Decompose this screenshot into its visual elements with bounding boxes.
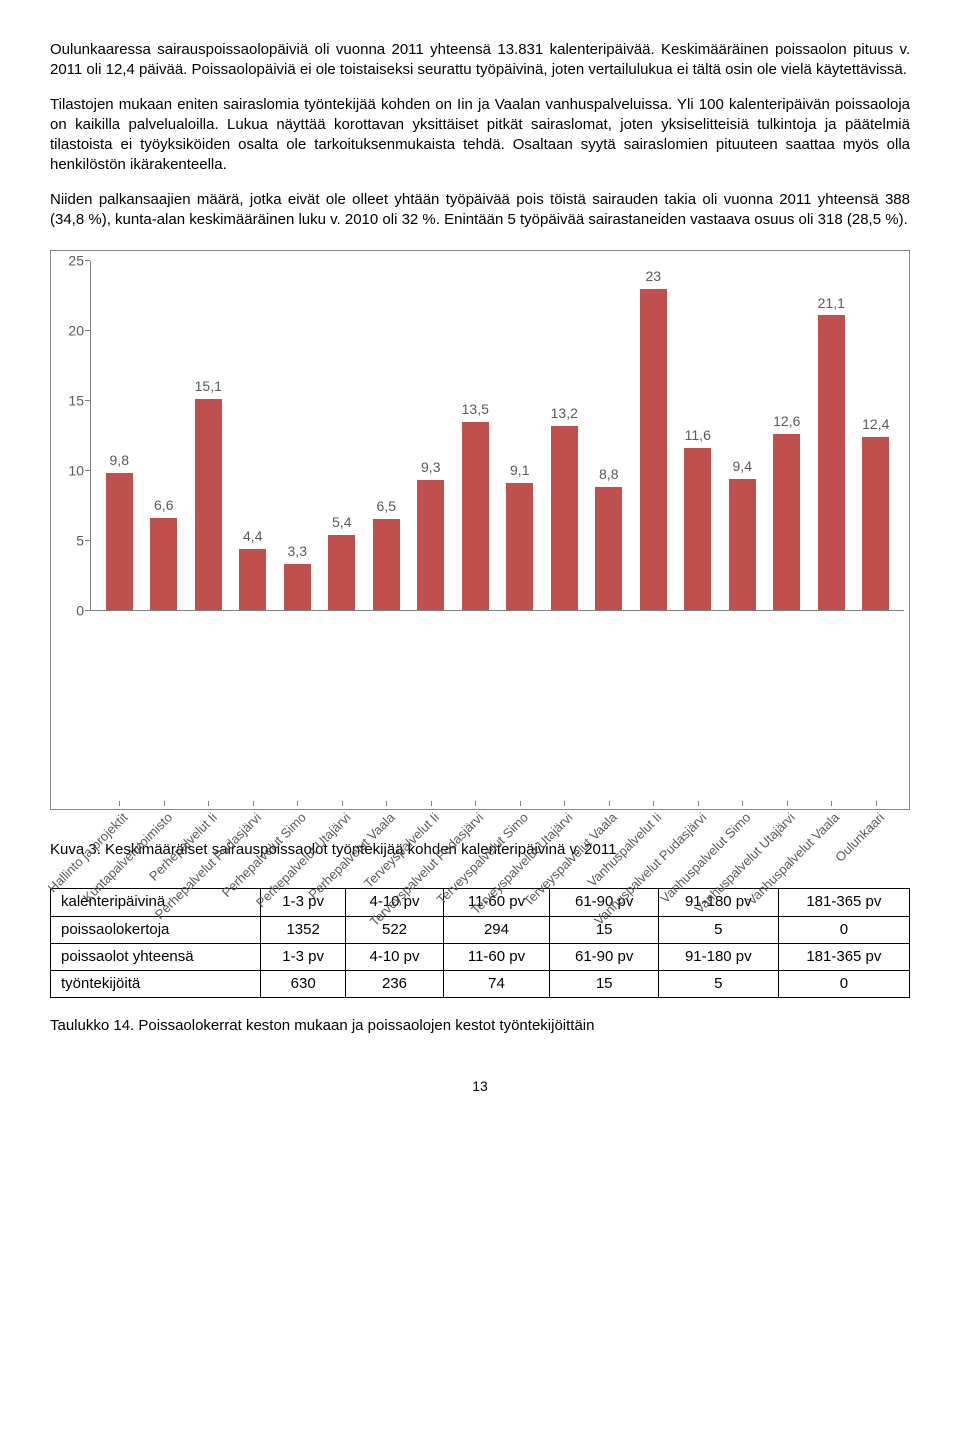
bar-value-label: 3,3 xyxy=(288,542,307,561)
bar-value-label: 9,1 xyxy=(510,461,529,480)
table-cell: 61-90 pv xyxy=(550,943,658,970)
bar xyxy=(640,289,667,610)
bar-value-label: 15,1 xyxy=(195,377,222,396)
bar xyxy=(150,518,177,610)
bar xyxy=(284,564,311,610)
bar-value-label: 4,4 xyxy=(243,527,262,546)
bar-value-label: 8,8 xyxy=(599,465,618,484)
plot-area: 9,8 6,6 15,1 4,4 3,3 5,4 6,5 9,3 13,5 9,1 13,2 8,8 2… xyxy=(91,261,904,611)
table-row: työntekijöitä630236741550 xyxy=(51,971,910,998)
table-cell: 0 xyxy=(778,916,909,943)
table-cell: 630 xyxy=(260,971,346,998)
bar-slot: 6,6 xyxy=(142,261,187,610)
table-cell: 74 xyxy=(443,971,550,998)
bar-value-label: 9,8 xyxy=(110,451,129,470)
bar-value-label: 11,6 xyxy=(685,426,711,445)
bar-slot: 12,6 xyxy=(765,261,810,610)
table-cell: 91-180 pv xyxy=(658,943,778,970)
y-axis: 0510152025 xyxy=(56,261,91,611)
bar-slot: 6,5 xyxy=(364,261,409,610)
bar-value-label: 23 xyxy=(645,267,661,286)
bar-slot: 9,4 xyxy=(720,261,765,610)
y-tick-label: 25 xyxy=(68,252,84,271)
bar xyxy=(373,519,400,610)
table-cell: 5 xyxy=(658,916,778,943)
bar-value-label: 5,4 xyxy=(332,513,351,532)
table-cell: 5 xyxy=(658,971,778,998)
bar-value-label: 6,6 xyxy=(154,496,173,515)
row-header: työntekijöitä xyxy=(51,971,261,998)
table-cell: 236 xyxy=(346,971,443,998)
y-tick-label: 15 xyxy=(68,392,84,411)
bar xyxy=(818,315,845,610)
table-cell: 0 xyxy=(778,971,909,998)
table-cell: 522 xyxy=(346,916,443,943)
page-number: 13 xyxy=(50,1077,910,1096)
bar xyxy=(328,535,355,610)
bar-slot: 12,4 xyxy=(854,261,899,610)
bar-slot: 9,3 xyxy=(409,261,454,610)
bar-slot: 13,5 xyxy=(453,261,498,610)
bar-slot: 15,1 xyxy=(186,261,231,610)
bar-slot: 9,8 xyxy=(97,261,142,610)
table-cell: 181-365 pv xyxy=(778,943,909,970)
table-cell: 294 xyxy=(443,916,550,943)
bar xyxy=(684,448,711,610)
bar xyxy=(106,473,133,610)
bar-value-label: 9,4 xyxy=(733,457,752,476)
bar-value-label: 9,3 xyxy=(421,458,440,477)
bar xyxy=(773,434,800,610)
table-cell: 15 xyxy=(550,971,658,998)
bar-slot: 4,4 xyxy=(231,261,276,610)
y-tick-label: 10 xyxy=(68,462,84,481)
bar-slot: 3,3 xyxy=(275,261,320,610)
paragraph-2: Tilastojen mukaan eniten sairaslomia työ… xyxy=(50,95,910,176)
bar-value-label: 21,1 xyxy=(818,294,845,313)
table-row: poissaolokertoja13525222941550 xyxy=(51,916,910,943)
bar-value-label: 13,5 xyxy=(462,400,489,419)
y-tick-label: 20 xyxy=(68,322,84,341)
table-cell: 181-365 pv xyxy=(778,889,909,916)
bar-value-label: 13,2 xyxy=(551,404,578,423)
row-header: poissaolot yhteensä xyxy=(51,943,261,970)
row-header: poissaolokertoja xyxy=(51,916,261,943)
bar xyxy=(195,399,222,610)
bar-slot: 11,6 xyxy=(676,261,721,610)
bar xyxy=(462,422,489,610)
bar xyxy=(595,487,622,610)
bar-value-label: 12,6 xyxy=(773,412,800,431)
table-row: poissaolot yhteensä1-3 pv4-10 pv11-60 pv… xyxy=(51,943,910,970)
table-cell: 11-60 pv xyxy=(443,943,550,970)
table-cell: 1-3 pv xyxy=(260,943,346,970)
paragraph-1: Oulunkaaressa sairauspoissaolopäiviä oli… xyxy=(50,40,910,81)
bar xyxy=(551,426,578,610)
bar-value-label: 12,4 xyxy=(862,415,889,434)
bar-value-label: 6,5 xyxy=(377,497,396,516)
bar-slot: 8,8 xyxy=(587,261,632,610)
bar-slot: 5,4 xyxy=(320,261,365,610)
bar-slot: 9,1 xyxy=(498,261,543,610)
bar xyxy=(862,437,889,610)
table-caption: Taulukko 14. Poissaolokerrat keston muka… xyxy=(50,1016,910,1036)
bar xyxy=(417,480,444,610)
table-cell: 1352 xyxy=(260,916,346,943)
y-tick-label: 5 xyxy=(76,532,84,551)
paragraph-3: Niiden palkansaajien määrä, jotka eivät … xyxy=(50,190,910,231)
bar-slot: 13,2 xyxy=(542,261,587,610)
bar-chart: 0510152025 9,86,615,14,43,35,46,59,313,5… xyxy=(50,250,910,810)
bar-slot: 21,1 xyxy=(809,261,854,610)
bar xyxy=(729,479,756,610)
bar-slot: 23 xyxy=(631,261,676,610)
bar xyxy=(506,483,533,610)
bar xyxy=(239,549,266,610)
table-cell: 4-10 pv xyxy=(346,943,443,970)
